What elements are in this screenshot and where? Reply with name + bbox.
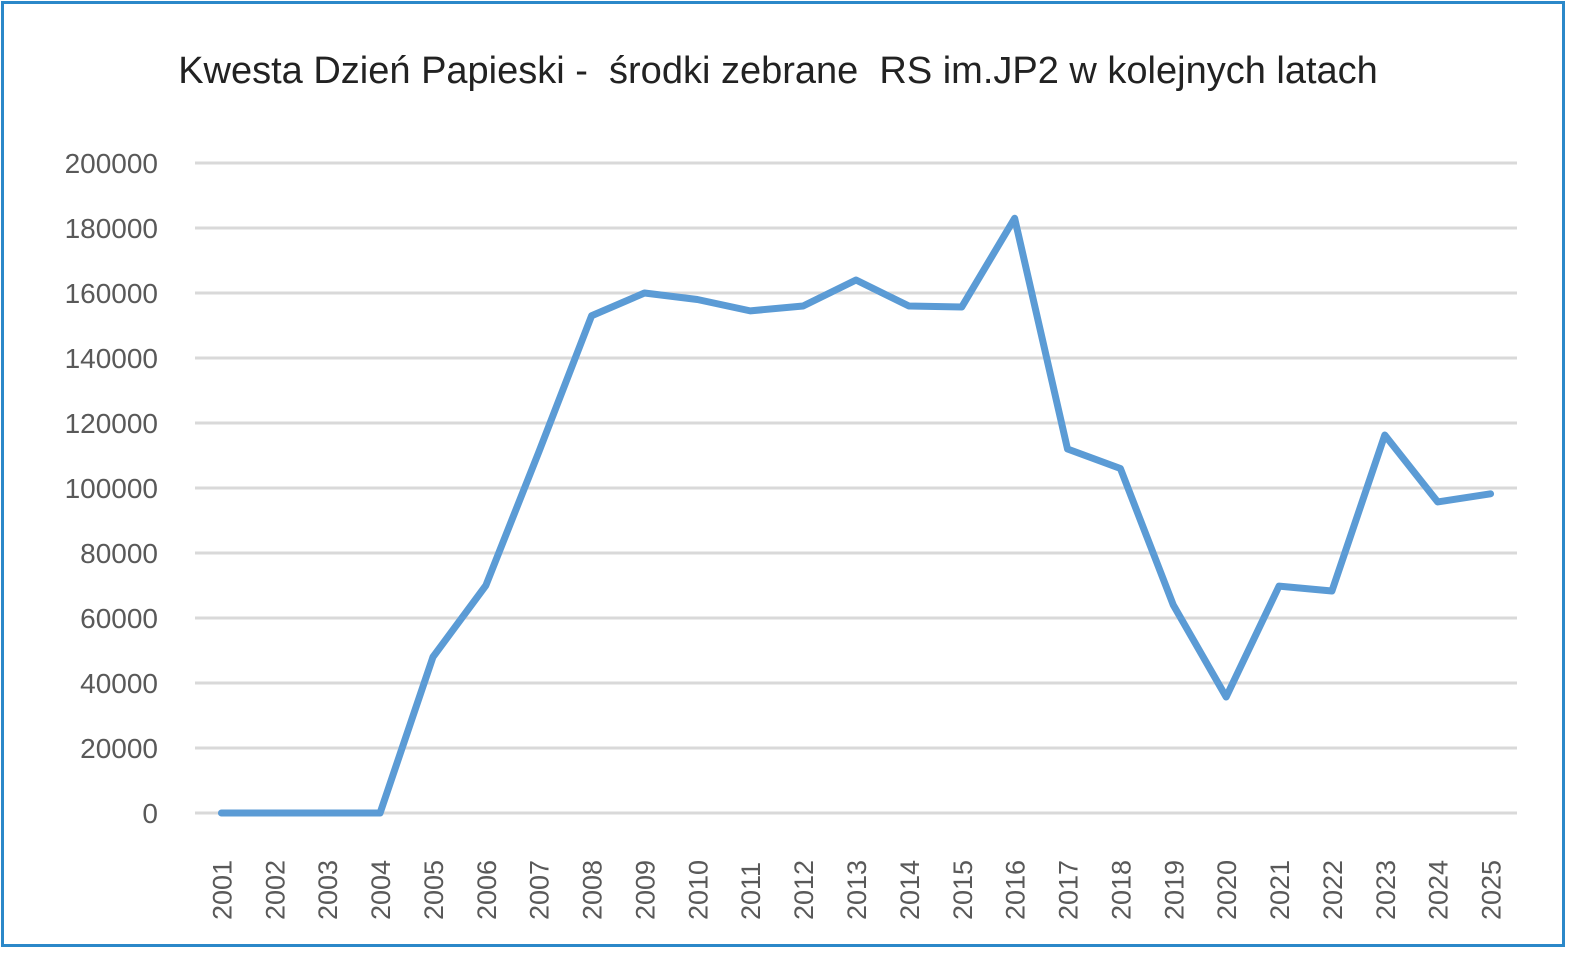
x-tick-label: 2001: [207, 860, 237, 920]
x-tick-label: 2016: [1001, 860, 1031, 920]
data-point: [1012, 215, 1018, 221]
y-tick-label: 60000: [80, 603, 158, 634]
x-tick-label: 2017: [1054, 860, 1084, 920]
y-tick-label: 20000: [80, 733, 158, 764]
data-point: [694, 297, 700, 302]
data-point: [1329, 588, 1335, 594]
data-point: [483, 583, 489, 588]
x-tick-label: 2020: [1212, 860, 1242, 920]
x-tick-label: 2024: [1424, 860, 1454, 920]
data-point: [1065, 446, 1071, 452]
x-tick-label: 2013: [842, 860, 872, 920]
x-tick-label: 2023: [1371, 860, 1401, 920]
x-tick-label: 2018: [1106, 860, 1136, 920]
y-tick-label: 100000: [65, 473, 158, 504]
data-point: [271, 810, 277, 816]
x-tick-label: 2009: [630, 860, 660, 920]
y-tick-label: 120000: [65, 408, 158, 439]
x-tick-label: 2002: [260, 860, 290, 920]
x-tick-label: 2010: [683, 860, 713, 920]
data-point: [853, 277, 859, 283]
data-point: [430, 654, 436, 660]
x-tick-label: 2021: [1265, 860, 1295, 920]
data-point: [747, 308, 753, 314]
data-point: [324, 810, 330, 816]
data-point: [377, 810, 383, 816]
data-point: [906, 303, 912, 309]
x-tick-label: 2003: [313, 860, 343, 920]
data-point: [1117, 466, 1123, 471]
y-tick-label: 80000: [80, 538, 158, 569]
x-tick-label: 2012: [789, 860, 819, 920]
x-tick-label: 2007: [525, 860, 555, 920]
data-point: [800, 303, 806, 309]
data-point: [1435, 499, 1441, 505]
y-tick-label: 0: [142, 798, 158, 829]
chart-frame: [1, 1, 1565, 947]
data-point: [536, 449, 542, 455]
y-tick-label: 40000: [80, 668, 158, 699]
data-point: [1488, 491, 1494, 497]
data-point: [218, 810, 224, 816]
data-point: [1170, 602, 1176, 608]
x-tick-label: 2008: [578, 860, 608, 920]
x-tick-label: 2006: [472, 860, 502, 920]
y-tick-label: 200000: [65, 148, 158, 179]
data-point: [641, 290, 647, 296]
x-tick-label: 2019: [1159, 860, 1189, 920]
chart-title: Kwesta Dzień Papieski - środki zebrane R…: [178, 50, 1378, 92]
x-tick-label: 2011: [736, 862, 766, 920]
y-tick-label: 180000: [65, 213, 158, 244]
data-point: [1276, 583, 1282, 589]
data-point: [959, 304, 965, 310]
data-point: [589, 313, 595, 319]
x-tick-label: 2005: [419, 860, 449, 920]
x-tick-label: 2022: [1318, 860, 1348, 920]
series-line: [217, 214, 1495, 817]
x-tick-label: 2025: [1477, 860, 1507, 920]
y-tick-label: 160000: [65, 278, 158, 309]
data-point: [1382, 432, 1388, 438]
y-tick-label: 140000: [65, 343, 158, 374]
x-tick-label: 2015: [948, 860, 978, 920]
x-tick-label: 2004: [366, 860, 396, 920]
x-tick-label: 2014: [895, 860, 925, 920]
data-point: [1223, 694, 1229, 700]
